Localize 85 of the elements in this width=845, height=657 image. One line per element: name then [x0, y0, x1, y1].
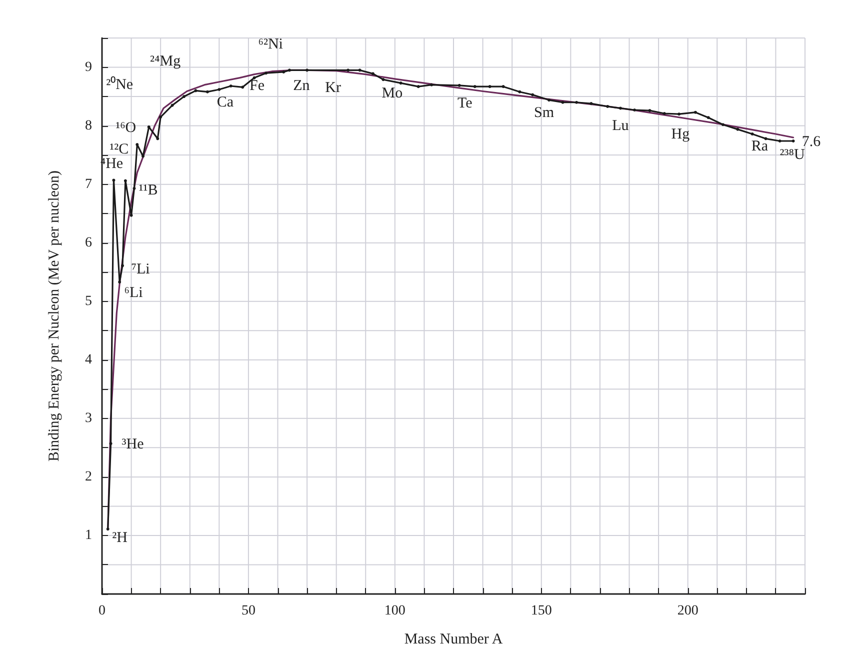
point — [750, 132, 754, 136]
point — [106, 528, 110, 531]
point — [575, 100, 578, 104]
point — [561, 100, 564, 104]
point — [518, 90, 522, 94]
annotation: Fe — [250, 78, 265, 94]
x-tick-label: 150 — [530, 604, 552, 618]
point — [121, 264, 124, 268]
annotation: Kr — [325, 80, 341, 96]
annotation: Ca — [216, 94, 234, 111]
annotation: ⁶Li — [124, 285, 143, 302]
annotation: Mo — [382, 86, 403, 102]
point — [721, 123, 724, 126]
point — [194, 89, 198, 92]
x-tick-label: 200 — [677, 604, 698, 618]
point — [678, 112, 681, 116]
annotation: ¹⁶O — [116, 120, 136, 136]
point — [288, 68, 291, 72]
point — [346, 68, 350, 72]
y-tick-label: 7 — [85, 176, 92, 192]
point — [618, 106, 622, 110]
y-tick-label: 4 — [85, 352, 92, 368]
point — [282, 70, 286, 74]
point — [130, 214, 133, 217]
annotation: ³He — [122, 436, 144, 453]
point — [706, 116, 710, 120]
point — [159, 116, 162, 119]
point — [218, 88, 221, 91]
annotation: Lu — [612, 118, 630, 134]
point — [399, 82, 402, 85]
annotation: Zn — [293, 78, 310, 94]
x-tick-label: 0 — [98, 604, 106, 618]
point — [252, 76, 256, 80]
annotation: Ra — [751, 138, 768, 155]
point — [694, 110, 697, 114]
y-tick-label: 9 — [85, 60, 92, 75]
point — [229, 84, 232, 88]
point — [136, 143, 139, 146]
point — [112, 178, 116, 182]
point — [590, 102, 593, 106]
point — [648, 109, 652, 112]
annotation: ²H — [112, 530, 128, 546]
annotation: ²⁴Mg — [150, 53, 182, 70]
point — [416, 85, 420, 88]
y-tick-label: 2 — [85, 469, 92, 484]
point — [430, 83, 434, 86]
point — [358, 68, 362, 72]
x-tick-label: 100 — [384, 604, 406, 618]
point — [371, 72, 374, 76]
x-axis-title: Mass Number A — [404, 632, 503, 648]
annotation: Sm — [534, 105, 554, 122]
annotation: ¹²C — [110, 142, 129, 158]
y-tick-label: 5 — [85, 294, 92, 309]
point — [306, 68, 309, 72]
point — [736, 128, 740, 131]
point — [473, 85, 476, 88]
point — [458, 84, 461, 87]
y-tick-label: 8 — [85, 118, 92, 134]
point — [124, 179, 127, 182]
point — [778, 140, 782, 143]
point — [206, 90, 209, 94]
point — [488, 85, 492, 88]
annotation: Hg — [671, 126, 690, 142]
y-axis-title: Binding Energy per Nucleon (MeV per nucleon) — [46, 170, 62, 462]
y-tick-label: 1 — [85, 528, 92, 543]
point — [382, 78, 385, 82]
y-tick-label: 3 — [85, 410, 92, 426]
annotation: ⁷Li — [131, 262, 150, 278]
point — [132, 186, 136, 190]
y-tick-label: 6 — [85, 235, 92, 250]
point — [147, 125, 150, 128]
point — [156, 137, 160, 140]
annotation: ¹¹B — [138, 182, 158, 198]
point — [241, 86, 244, 89]
point — [502, 85, 505, 88]
x-tick-label: 50 — [241, 604, 256, 618]
annotation: ⁶²Ni — [258, 36, 283, 52]
point — [109, 442, 112, 446]
annotation: ²⁰Ne — [106, 76, 134, 94]
point — [531, 93, 534, 96]
point — [792, 140, 795, 143]
annotation: Te — [457, 96, 473, 112]
point — [170, 104, 174, 107]
point — [118, 280, 122, 284]
point — [264, 72, 268, 75]
